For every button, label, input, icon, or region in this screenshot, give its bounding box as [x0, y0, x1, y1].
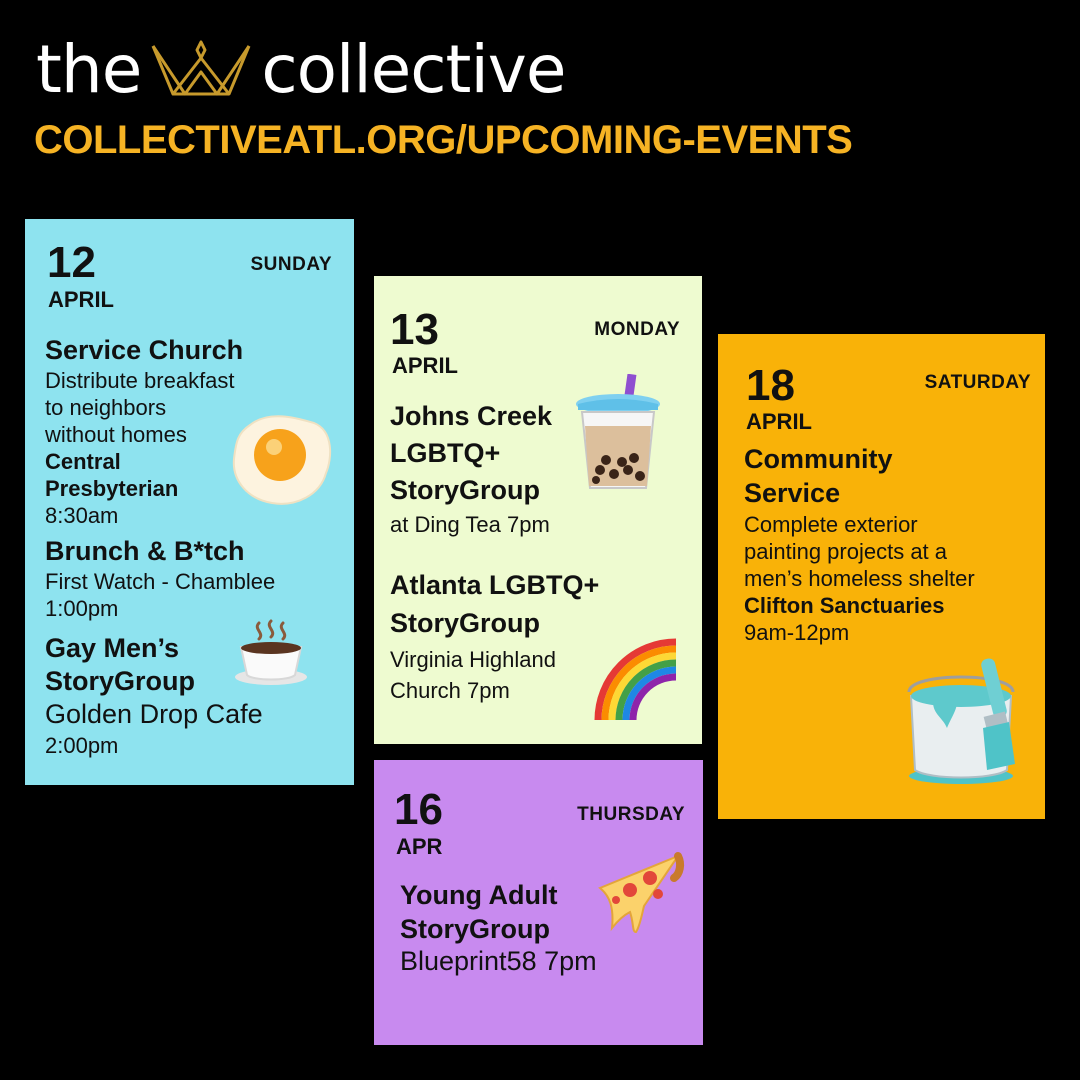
- card-month: APRIL: [48, 287, 114, 312]
- event-card-april-16: 16 APR THURSDAY Young Adult StoryGroup B…: [374, 760, 703, 1045]
- event-description: painting projects at a: [744, 539, 948, 564]
- card-month: APRIL: [746, 409, 812, 434]
- event-title: Gay Men’s: [45, 633, 180, 663]
- event-time: 2:00pm: [45, 733, 119, 758]
- event-description: to neighbors: [45, 395, 167, 420]
- fried-egg-icon: [232, 415, 332, 505]
- event-detail: Virginia Highland: [390, 647, 556, 672]
- crown-icon: [151, 40, 251, 96]
- brand-word-the: the: [36, 31, 142, 108]
- event-card-april-18: 18 APRIL SATURDAY Community Service Comp…: [718, 334, 1045, 819]
- rainbow-icon: [594, 638, 677, 721]
- brand-word-collective: collective: [261, 31, 566, 108]
- card-weekday: SUNDAY: [250, 254, 332, 275]
- event-detail: Blueprint58 7pm: [400, 946, 597, 976]
- event-venue: Golden Drop Cafe: [45, 699, 263, 729]
- event-time: 9am-12pm: [744, 620, 850, 645]
- event-title: StoryGroup: [400, 914, 551, 944]
- event-title: Community: [744, 444, 893, 474]
- event-card-april-12: 12 APRIL SUNDAY Service Church Distribut…: [25, 219, 354, 785]
- event-description: Distribute breakfast: [45, 368, 235, 393]
- card-day: 13: [390, 305, 439, 354]
- event-venue: Clifton Sanctuaries: [744, 593, 945, 618]
- event-description: without homes: [45, 422, 187, 447]
- event-venue: Central: [45, 449, 121, 474]
- event-title: Young Adult: [400, 880, 558, 910]
- event-title: Brunch & B*tch: [45, 536, 245, 566]
- event-detail: at Ding Tea 7pm: [390, 512, 550, 537]
- card-day: 12: [47, 238, 96, 287]
- event-card-april-13: 13 APRIL MONDAY Johns Creek LGBTQ+ Story…: [374, 276, 702, 744]
- event-title: Service Church: [45, 335, 244, 365]
- card-weekday: SATURDAY: [924, 372, 1031, 393]
- event-description: Complete exterior: [744, 512, 918, 537]
- pizza-icon: [598, 852, 685, 934]
- brand-logo: the collective: [36, 30, 566, 110]
- card-weekday: MONDAY: [594, 319, 680, 340]
- events-url[interactable]: COLLECTIVEATL.ORG/UPCOMING-EVENTS: [34, 118, 853, 162]
- event-title: LGBTQ+: [390, 438, 501, 468]
- card-day: 16: [394, 785, 443, 834]
- event-venue: First Watch - Chamblee: [45, 569, 276, 594]
- event-title: Johns Creek: [390, 401, 553, 431]
- event-title: StoryGroup: [390, 608, 541, 638]
- event-title: StoryGroup: [45, 666, 196, 696]
- event-title: Atlanta LGBTQ+: [390, 570, 600, 600]
- event-venue: Presbyterian: [45, 476, 179, 501]
- paint-bucket-icon: [907, 658, 1015, 784]
- coffee-icon: [235, 619, 307, 685]
- card-weekday: THURSDAY: [577, 804, 685, 825]
- event-title: Service: [744, 478, 841, 508]
- event-time: 8:30am: [45, 503, 119, 528]
- event-title: StoryGroup: [390, 475, 541, 505]
- event-description: men’s homeless shelter: [744, 566, 975, 591]
- event-time: 1:00pm: [45, 596, 119, 621]
- card-month: APR: [396, 834, 443, 859]
- card-day: 18: [746, 361, 795, 410]
- bubble-tea-icon: [576, 374, 660, 489]
- card-month: APRIL: [392, 353, 458, 378]
- event-detail: Church 7pm: [390, 678, 510, 703]
